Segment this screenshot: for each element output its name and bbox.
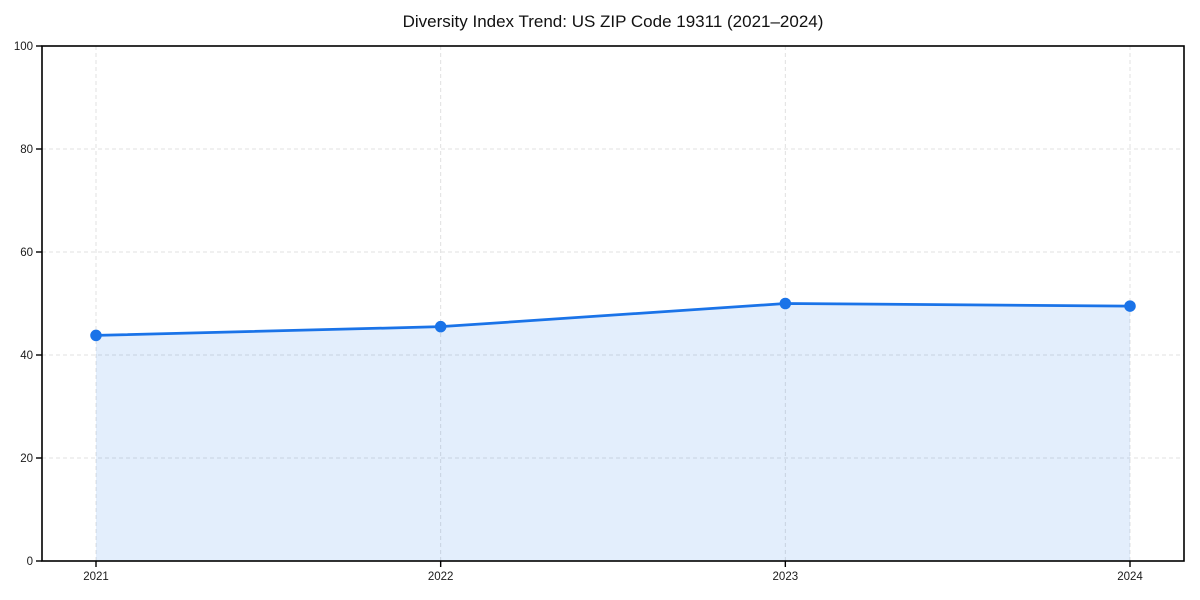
x-tick-label: 2022	[428, 571, 454, 583]
x-tick-label: 2021	[83, 571, 109, 583]
data-point-2024	[1124, 300, 1136, 312]
y-tick-label: 40	[20, 350, 33, 362]
data-point-2023	[779, 297, 792, 310]
x-tick-label: 2024	[1117, 571, 1143, 583]
data-point-2021	[90, 329, 102, 342]
plot-border	[41, 45, 1185, 562]
y-tick-label: 80	[20, 144, 33, 156]
x-tick-label: 2023	[773, 571, 799, 583]
y-tick-label: 0	[27, 556, 33, 568]
chart-title: Diversity Index Trend: US ZIP Code 19311…	[402, 12, 824, 31]
y-tick-label: 100	[14, 41, 33, 53]
y-tick-label: 60	[20, 247, 33, 259]
y-tick-label: 20	[20, 453, 33, 465]
trend-line	[94, 302, 1132, 337]
area-fill	[96, 303, 1130, 561]
data-point-2022	[434, 320, 447, 333]
plot-background	[42, 46, 1184, 561]
